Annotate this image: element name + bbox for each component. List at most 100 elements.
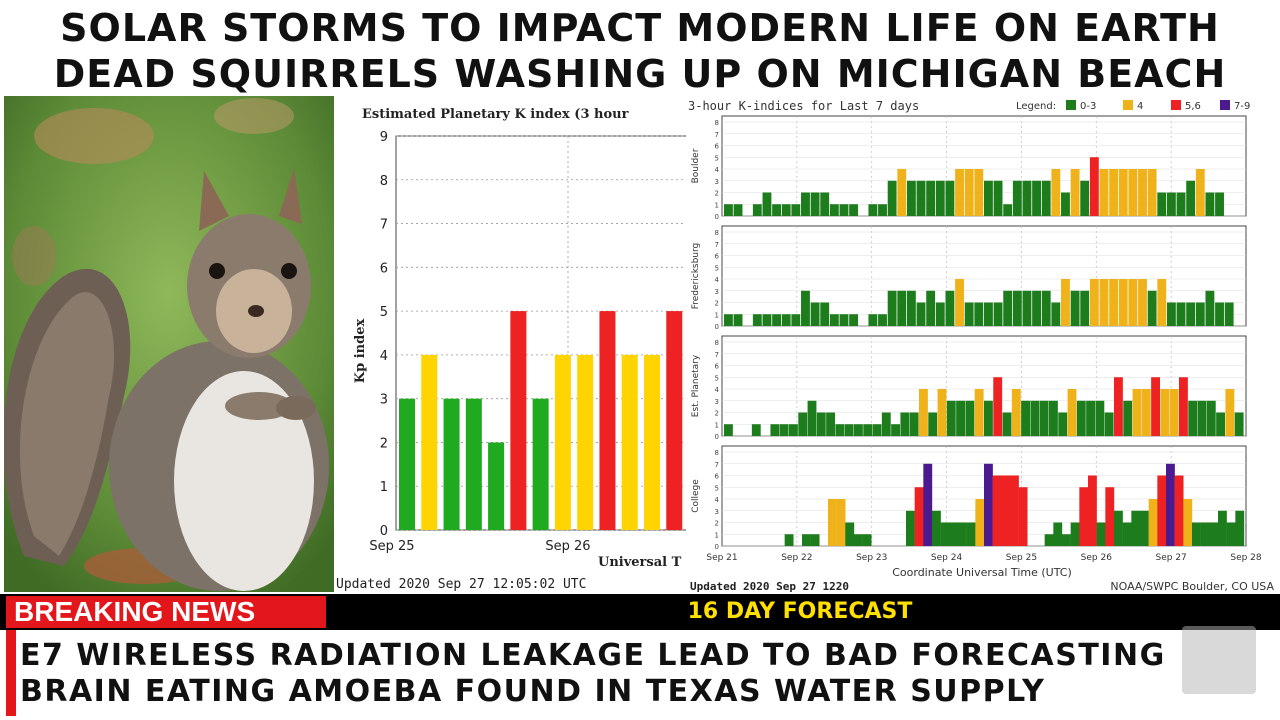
k7-bar [1166,302,1176,326]
k7-station-panel: 0 1 2 3 4 5 6 7 8 Est. Planetary [691,335,1247,441]
k7-bar [762,314,772,326]
k7-legend-swatch [1123,100,1133,110]
k7-bar [949,522,959,546]
k7-bar [1209,522,1219,546]
channel-logo-watermark [1182,626,1256,694]
k7-y-tick-label: 2 [715,410,719,418]
k7-y-tick-label: 1 [715,201,719,209]
k7-y-tick-label: 4 [715,276,720,284]
k7-bar [810,534,820,546]
k7-bar [1105,487,1115,546]
k7-station-panel: 0 1 2 3 4 5 6 7 8 College [691,445,1247,551]
k7-bar [801,192,810,216]
k7-bar [1003,290,1013,326]
k7-bar [1044,534,1054,546]
k7-y-tick-label: 1 [715,311,719,319]
k7-y-tick-label: 3 [715,508,719,516]
k7-bar [1138,169,1147,216]
k7-x-axis-label: Coordinate Universal Time (UTC) [892,566,1072,579]
k7-bar [1176,302,1186,326]
k7-bar [1215,302,1224,326]
k7-bar [781,314,791,326]
k7-bar [897,169,907,216]
kp-bar [577,354,594,530]
k7-bar [1076,400,1086,436]
k7-y-tick-label: 7 [715,461,719,469]
k7-bar [1058,412,1068,436]
k7-bar [1215,192,1224,216]
k7-bar [779,424,789,436]
kp-y-ticks: 0 1 2 3 4 5 6 7 8 9 [380,130,388,539]
k7-bar [1099,169,1109,216]
k7-bar [1080,290,1090,326]
k7-bar [964,302,974,326]
k7-x-ticks: Sep 21 Sep 22 Sep 23 Sep 24 Sep 25 Sep 26 Sep … [706,553,1262,563]
k7-bar [791,204,801,216]
k7-y-tick-label: 4 [715,496,720,504]
k7-bar [839,314,849,326]
k7-bar [845,522,855,546]
k7-bar [1197,400,1207,436]
k7-bar [1070,290,1080,326]
k7-bar [1147,169,1157,216]
k7-bar [820,192,830,216]
k7-bar [807,400,817,436]
k7-bar [1151,377,1160,436]
k7-legend-swatch [1220,100,1230,110]
k7-x-tick-label: Sep 26 [1081,553,1113,563]
kp-y-tick-label: 2 [380,436,388,451]
k7-bar [829,204,839,216]
kp-y-tick-label: 5 [380,305,388,320]
k7-bar [1132,389,1142,436]
k7-bar [1157,475,1167,546]
k7-bar [1022,180,1032,216]
k7-bar [891,424,900,436]
k7-bar [828,499,837,546]
k7-y-tick-label: 5 [715,154,719,162]
k7-bar [984,302,993,326]
k7-bar [1088,475,1097,546]
k7-y-tick-label: 2 [715,520,719,528]
k7-bar [770,424,780,436]
k7-y-tick-label: 0 [715,213,719,221]
k7-bar [1022,290,1032,326]
k7-bar [849,204,859,216]
k7-y-tick-label: 5 [715,374,719,382]
k7-legend-label: 0-3 [1080,101,1096,112]
k7-bar [1128,279,1138,326]
k7-bar [1067,389,1077,436]
breaking-news-label: BREAKING NEWS [6,596,326,628]
k7-bar [1235,510,1245,546]
k7-bar [810,302,820,326]
k7-bar [798,412,808,436]
kp-bar [510,311,527,530]
k7-bar [724,424,733,436]
kp-y-tick-label: 4 [380,349,388,364]
k7-bar [1188,400,1198,436]
k7-bar [789,424,798,436]
k7-bar [974,169,984,216]
k7-bar [1070,169,1080,216]
k7-bar [1021,400,1030,436]
k7-y-tick-label: 5 [715,264,719,272]
headline-1: SOLAR STORMS TO IMPACT MODERN LIFE ON EA… [60,6,1220,50]
k7-bar [1086,400,1095,436]
k7-station-panel: 0 1 2 3 4 5 6 7 8 Boulder [691,115,1247,221]
k7-y-tick-label: 1 [715,421,719,429]
k7-bar [791,314,801,326]
k7-station-panel: 0 1 2 3 4 5 6 7 8 Fredericksburg [691,225,1247,331]
kp-y-tick-label: 1 [380,480,388,495]
k7-legend-label: 5,6 [1185,101,1201,112]
k7-bar [993,302,1003,326]
k7-bar [916,180,926,216]
squirrel-photo [4,96,334,592]
k7-bar [993,180,1003,216]
k7-bar [1051,302,1061,326]
k7-bar [1186,302,1196,326]
k7-y-tick-label: 4 [715,166,720,174]
k7-bar [916,302,926,326]
k7-bar [919,389,928,436]
k7-bar [984,463,993,546]
k7-y-tick-label: 7 [715,131,719,139]
k7-bar [1061,279,1070,326]
